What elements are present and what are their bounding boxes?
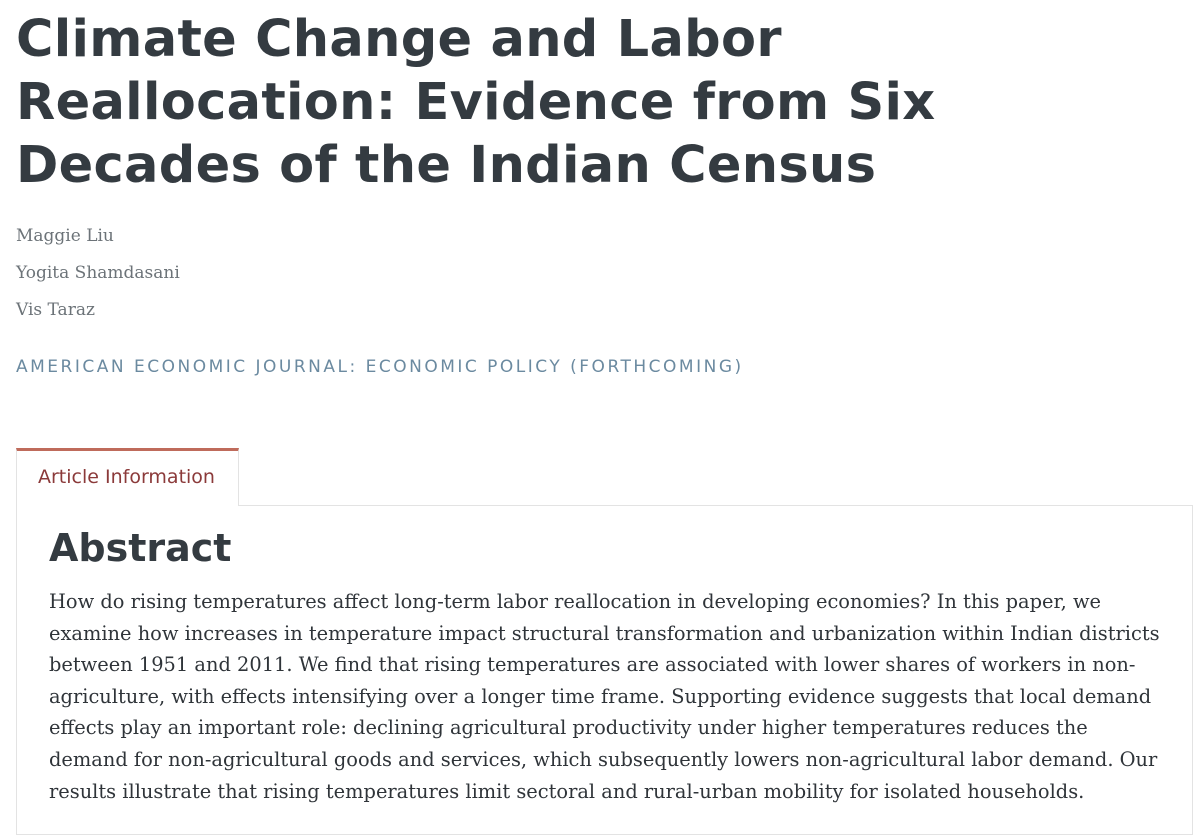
author-list: Maggie Liu Yogita Shamdasani Vis Taraz (16, 218, 180, 329)
tab-article-information[interactable]: Article Information (16, 448, 239, 506)
tab-label: Article Information (38, 466, 215, 488)
abstract-text: How do rising temperatures affect long-t… (49, 590, 1160, 803)
author-name[interactable]: Yogita Shamdasani (16, 263, 180, 283)
article-title: Climate Change and Labor Reallocation: E… (16, 10, 936, 195)
journal-name[interactable]: AMERICAN ECONOMIC JOURNAL: ECONOMIC POLI… (16, 357, 744, 377)
author-name[interactable]: Vis Taraz (16, 300, 95, 320)
author-name[interactable]: Maggie Liu (16, 226, 114, 246)
abstract-heading: Abstract (49, 526, 232, 570)
tab-panel: Abstract How do rising temperatures affe… (16, 505, 1193, 835)
